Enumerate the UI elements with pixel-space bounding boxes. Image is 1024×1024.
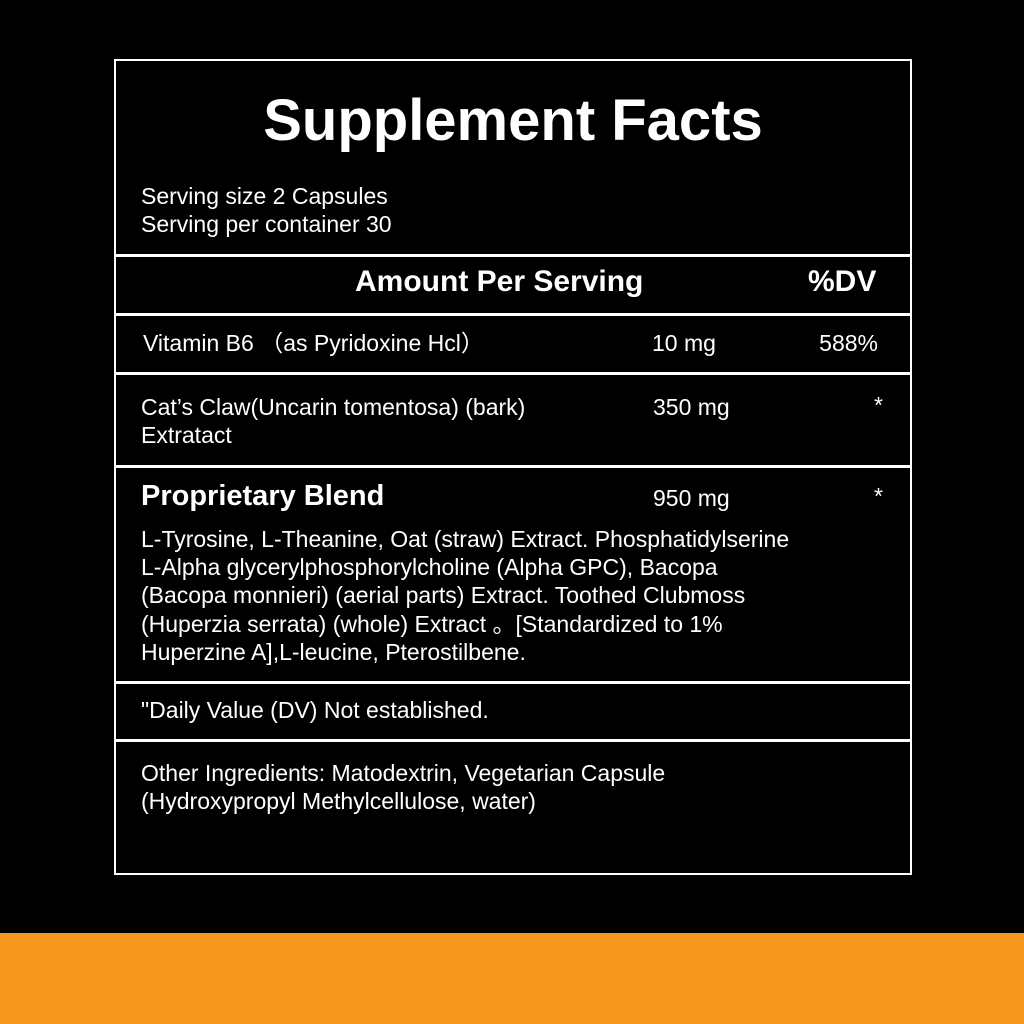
panel-title: Supplement Facts	[263, 88, 763, 153]
other-ingredients-line1: Other Ingredients: Matodextrin, Vegetari…	[141, 760, 666, 786]
servings-per-container: Serving per container 30	[141, 211, 392, 237]
divider	[114, 681, 912, 684]
proprietary-blend-name: Proprietary Blend	[141, 480, 385, 512]
blend-ingredients-line: L-Alpha glycerylphosphorylcholine (Alpha…	[141, 554, 718, 580]
cats-claw-dv: *	[874, 392, 883, 418]
divider	[114, 739, 912, 742]
blend-ingredients-line: (Huperzia serrata) (whole) Extract 。[Sta…	[141, 611, 723, 637]
proprietary-blend-amount: 950 mg	[653, 485, 730, 511]
divider	[114, 372, 912, 375]
cats-claw-amount: 350 mg	[653, 394, 730, 420]
blend-ingredients-line: (Bacopa monnieri) (aerial parts) Extract…	[141, 582, 746, 608]
divider	[114, 254, 912, 257]
proprietary-blend-dv: *	[874, 483, 883, 509]
vitamin-b6-amount: 10 mg	[652, 330, 716, 356]
blend-ingredients-line: Huperzine A],L-leucine, Pterostilbene.	[141, 639, 526, 665]
orange-footer-bar	[0, 933, 1024, 1024]
divider	[114, 313, 912, 316]
vitamin-b6-name: Vitamin B6 （as Pyridoxine Hcl）	[143, 330, 484, 356]
dv-footnote: "Daily Value (DV) Not established.	[141, 697, 489, 723]
cats-claw-name-line2: Extratact	[141, 422, 232, 448]
vitamin-b6-dv: 588%	[819, 330, 878, 356]
divider	[114, 465, 912, 468]
serving-size: Serving size 2 Capsules	[141, 183, 388, 209]
dv-header: %DV	[808, 265, 877, 298]
other-ingredients-line2: (Hydroxypropyl Methylcellulose, water)	[141, 788, 536, 814]
cats-claw-name-line1: Cat’s Claw(Uncarin tomentosa) (bark)	[141, 394, 526, 420]
amount-per-serving-header: Amount Per Serving	[355, 265, 644, 298]
blend-ingredients-line: L-Tyrosine, L-Theanine, Oat (straw) Extr…	[141, 526, 790, 552]
